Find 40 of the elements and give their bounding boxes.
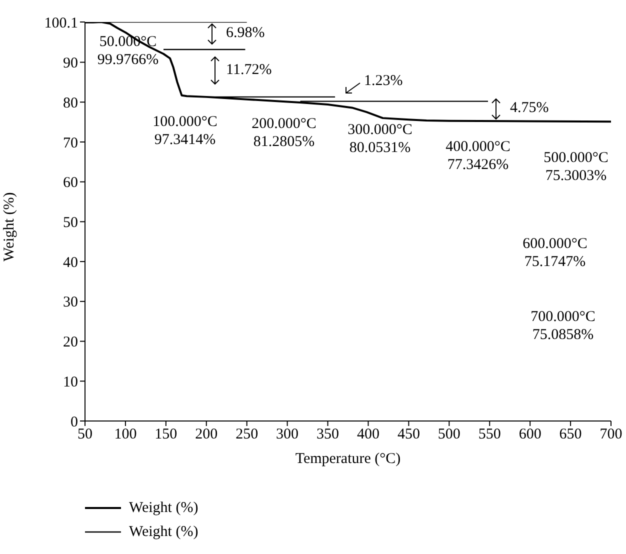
annotation: 700.000°C 75.0858% [530,309,596,344]
y-tick-label: 20 [63,334,78,351]
x-tick-label: 100 [114,426,137,443]
x-tick-label: 450 [397,426,420,443]
y-tick-label: 50 [63,215,78,232]
annotation: 11.72% [226,62,272,78]
x-tick-label: 500 [438,426,460,443]
legend-label: Weight (%) [129,499,198,518]
annotation: 6.98% [226,25,265,42]
x-axis-title: Temperature (°C) [295,451,401,467]
annotation: 300.000°C 80.0531% [348,122,412,156]
y-tick-label: 0 [70,414,78,430]
x-tick-label: 600 [518,426,542,443]
x-tick-label: 150 [154,426,178,443]
y-axis-title: Weight (%) [1,192,18,262]
x-tick-label: 350 [316,426,340,443]
y-tick-label: 80 [63,95,78,112]
y-tick-label: 10 [63,374,78,390]
x-tick-label: 650 [559,426,582,443]
y-tick-label: 40 [63,254,78,271]
y-tick-label: 70 [63,135,78,152]
x-tick-label: 200 [195,426,218,443]
y-tick-label: 30 [63,294,78,311]
x-tick-label: 700 [600,426,622,443]
y-tick-label: 90 [63,56,78,72]
annotation: 1.23% [364,73,403,90]
legend-label: Weight (%) [129,523,198,542]
annotation: 600.000°C 75.1747% [522,236,588,270]
x-tick-label: 250 [236,426,258,443]
x-tick-label: 550 [478,426,501,443]
annotation: 100.000°C 97.3414% [152,114,218,148]
x-tick-label: 50 [78,426,92,443]
y-tick-label: 100.1 [44,15,78,32]
annotation: 400.000°C 77.3426% [446,139,510,174]
annotation: 4.75% [510,100,549,116]
x-tick-label: 400 [356,426,380,443]
x-tick-label: 300 [276,426,299,443]
y-tick-label: 60 [63,175,78,192]
annotation: 500.000°C 75.3003% [544,150,608,184]
annotation: 200.000°C 81.2805% [252,116,316,150]
